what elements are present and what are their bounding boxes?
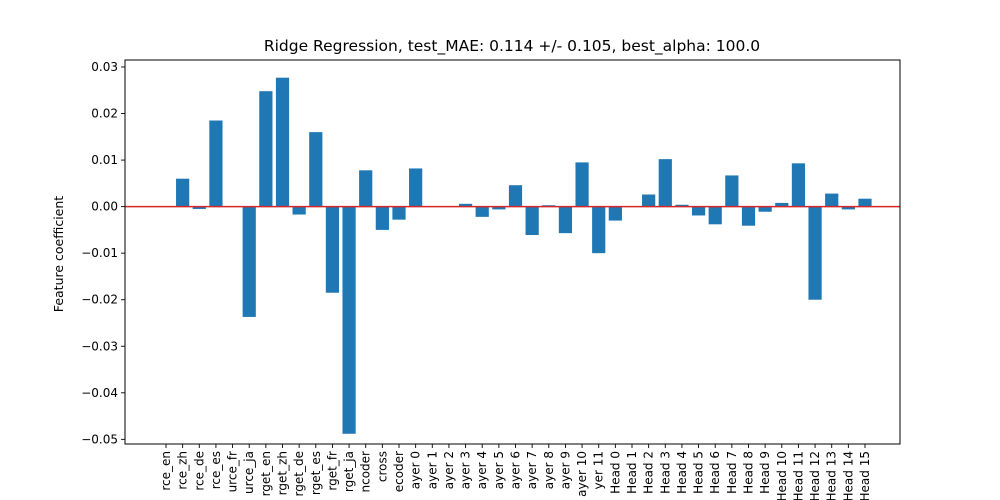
- x-tick-label: rget_ja: [342, 451, 356, 492]
- bar-rce-zh: [176, 178, 190, 207]
- x-tick-label: ayer 6: [509, 451, 523, 489]
- x-tick-label: Head 12: [808, 451, 822, 500]
- bar-head-13: [825, 193, 839, 207]
- bar-urce-ja: [242, 206, 256, 317]
- x-tick-label: Head 10: [775, 451, 789, 500]
- bar-rget-es: [309, 132, 323, 207]
- x-tick-label: Head 1: [625, 451, 639, 494]
- bar-head-4: [675, 204, 689, 207]
- bar-ayer-7: [525, 206, 539, 236]
- bar-head-8: [741, 206, 756, 226]
- x-tick-label: ayer 4: [475, 451, 489, 489]
- bar-rget-en: [259, 91, 273, 207]
- bar-rce-de: [192, 206, 206, 209]
- x-tick-label: ayer 10: [575, 451, 589, 497]
- x-tick-label: ayer 8: [542, 451, 556, 489]
- x-tick-label: cross: [375, 451, 389, 482]
- bar-ayer-10: [575, 162, 589, 207]
- x-tick-label: yer 11: [592, 451, 606, 490]
- bar-ayer-6: [508, 185, 523, 207]
- x-tick-label: Head 6: [708, 451, 722, 494]
- bar-head-11: [791, 163, 806, 207]
- bar-rce-es: [209, 120, 223, 207]
- y-tick-label: 0.02: [91, 107, 118, 121]
- x-tick-label: Head 14: [841, 451, 855, 500]
- x-axis: rce_en rce_zh rce_de rce_es urce_fr urce_ja rg…: [159, 444, 872, 500]
- x-tick-label: ncoder: [359, 451, 373, 493]
- bar-head-5: [691, 206, 706, 216]
- bar-ayer-4: [475, 206, 489, 217]
- bar-head-12: [808, 206, 822, 300]
- bar-head-10: [775, 202, 789, 207]
- y-tick-label: 0.00: [91, 200, 118, 214]
- x-tick-label: Head 15: [858, 451, 872, 500]
- x-tick-label: Head 8: [742, 451, 756, 494]
- x-tick-label: rce_en: [159, 451, 173, 491]
- bar-rget-ja: [342, 206, 356, 434]
- chart-title: Ridge Regression, test_MAE: 0.114 +/- 0.…: [264, 37, 760, 56]
- x-tick-label: rget_en: [259, 451, 273, 496]
- x-tick-label: ayer 3: [459, 451, 473, 489]
- x-tick-label: rget_es: [309, 451, 323, 495]
- bar-head-7: [725, 175, 739, 207]
- bar-ayer-9: [558, 206, 573, 234]
- y-axis-label: Feature coefficient: [51, 196, 66, 312]
- x-tick-label: Head 7: [725, 451, 739, 494]
- bar-ecoder: [392, 206, 406, 220]
- x-tick-label: ayer 2: [442, 451, 456, 489]
- bar-head-6: [708, 206, 722, 225]
- x-tick-label: rget_de: [292, 451, 306, 496]
- bar-series: [176, 77, 872, 434]
- y-tick-label: 0.03: [91, 60, 118, 74]
- x-tick-label: Head 5: [692, 451, 706, 494]
- bar-head-14: [841, 206, 855, 210]
- x-tick-label: rce_de: [192, 451, 206, 491]
- bar-cross: [375, 206, 389, 230]
- bar-head-9: [758, 206, 772, 212]
- bar-rget-de: [292, 206, 306, 215]
- y-tick-label: 0.01: [91, 153, 118, 167]
- x-tick-label: ayer 7: [525, 451, 539, 489]
- bar-rget-fr: [325, 206, 340, 293]
- x-tick-label: rget_zh: [276, 451, 290, 495]
- y-tick-label: −0.01: [81, 246, 118, 260]
- y-tick-label: −0.03: [81, 339, 118, 353]
- bar-head-0: [608, 206, 622, 221]
- bar-head-3: [658, 159, 672, 207]
- bar-ayer-3: [458, 203, 473, 207]
- x-tick-label: ayer 0: [409, 451, 423, 489]
- x-tick-label: rget_fr: [325, 451, 339, 491]
- bar-yer-11: [592, 206, 606, 254]
- y-tick-label: −0.04: [81, 386, 118, 400]
- x-tick-label: Head 11: [791, 451, 805, 500]
- plot-area: [124, 59, 901, 445]
- x-tick-label: Head 3: [658, 451, 672, 494]
- y-axis: 0.03 0.02 0.01 0.00 −0.01 −0.02 −0.03 −0.04 −0.0…: [81, 60, 125, 446]
- x-tick-label: urce_ja: [242, 451, 256, 494]
- x-tick-label: Head 9: [758, 451, 772, 494]
- x-tick-label: ayer 9: [558, 451, 572, 489]
- bar-ayer-0: [409, 168, 423, 207]
- y-tick-label: −0.02: [81, 293, 118, 307]
- y-tick-label: −0.05: [81, 432, 118, 446]
- bar-ayer-5: [492, 206, 506, 210]
- x-tick-label: rce_zh: [176, 451, 190, 490]
- bar-head-15: [858, 198, 872, 207]
- bar-rget-zh: [275, 77, 290, 207]
- bar-ncoder: [359, 170, 373, 207]
- x-tick-label: ayer 1: [425, 451, 439, 489]
- x-tick-label: ecoder: [392, 451, 406, 492]
- x-tick-label: Head 0: [608, 451, 622, 494]
- x-tick-label: urce_fr: [226, 451, 240, 492]
- x-tick-label: Head 13: [825, 451, 839, 500]
- x-tick-label: rce_es: [209, 451, 223, 489]
- x-tick-label: ayer 5: [492, 451, 506, 489]
- x-tick-label: Head 2: [642, 451, 656, 494]
- x-tick-label: Head 4: [675, 451, 689, 494]
- bar-head-2: [642, 194, 656, 207]
